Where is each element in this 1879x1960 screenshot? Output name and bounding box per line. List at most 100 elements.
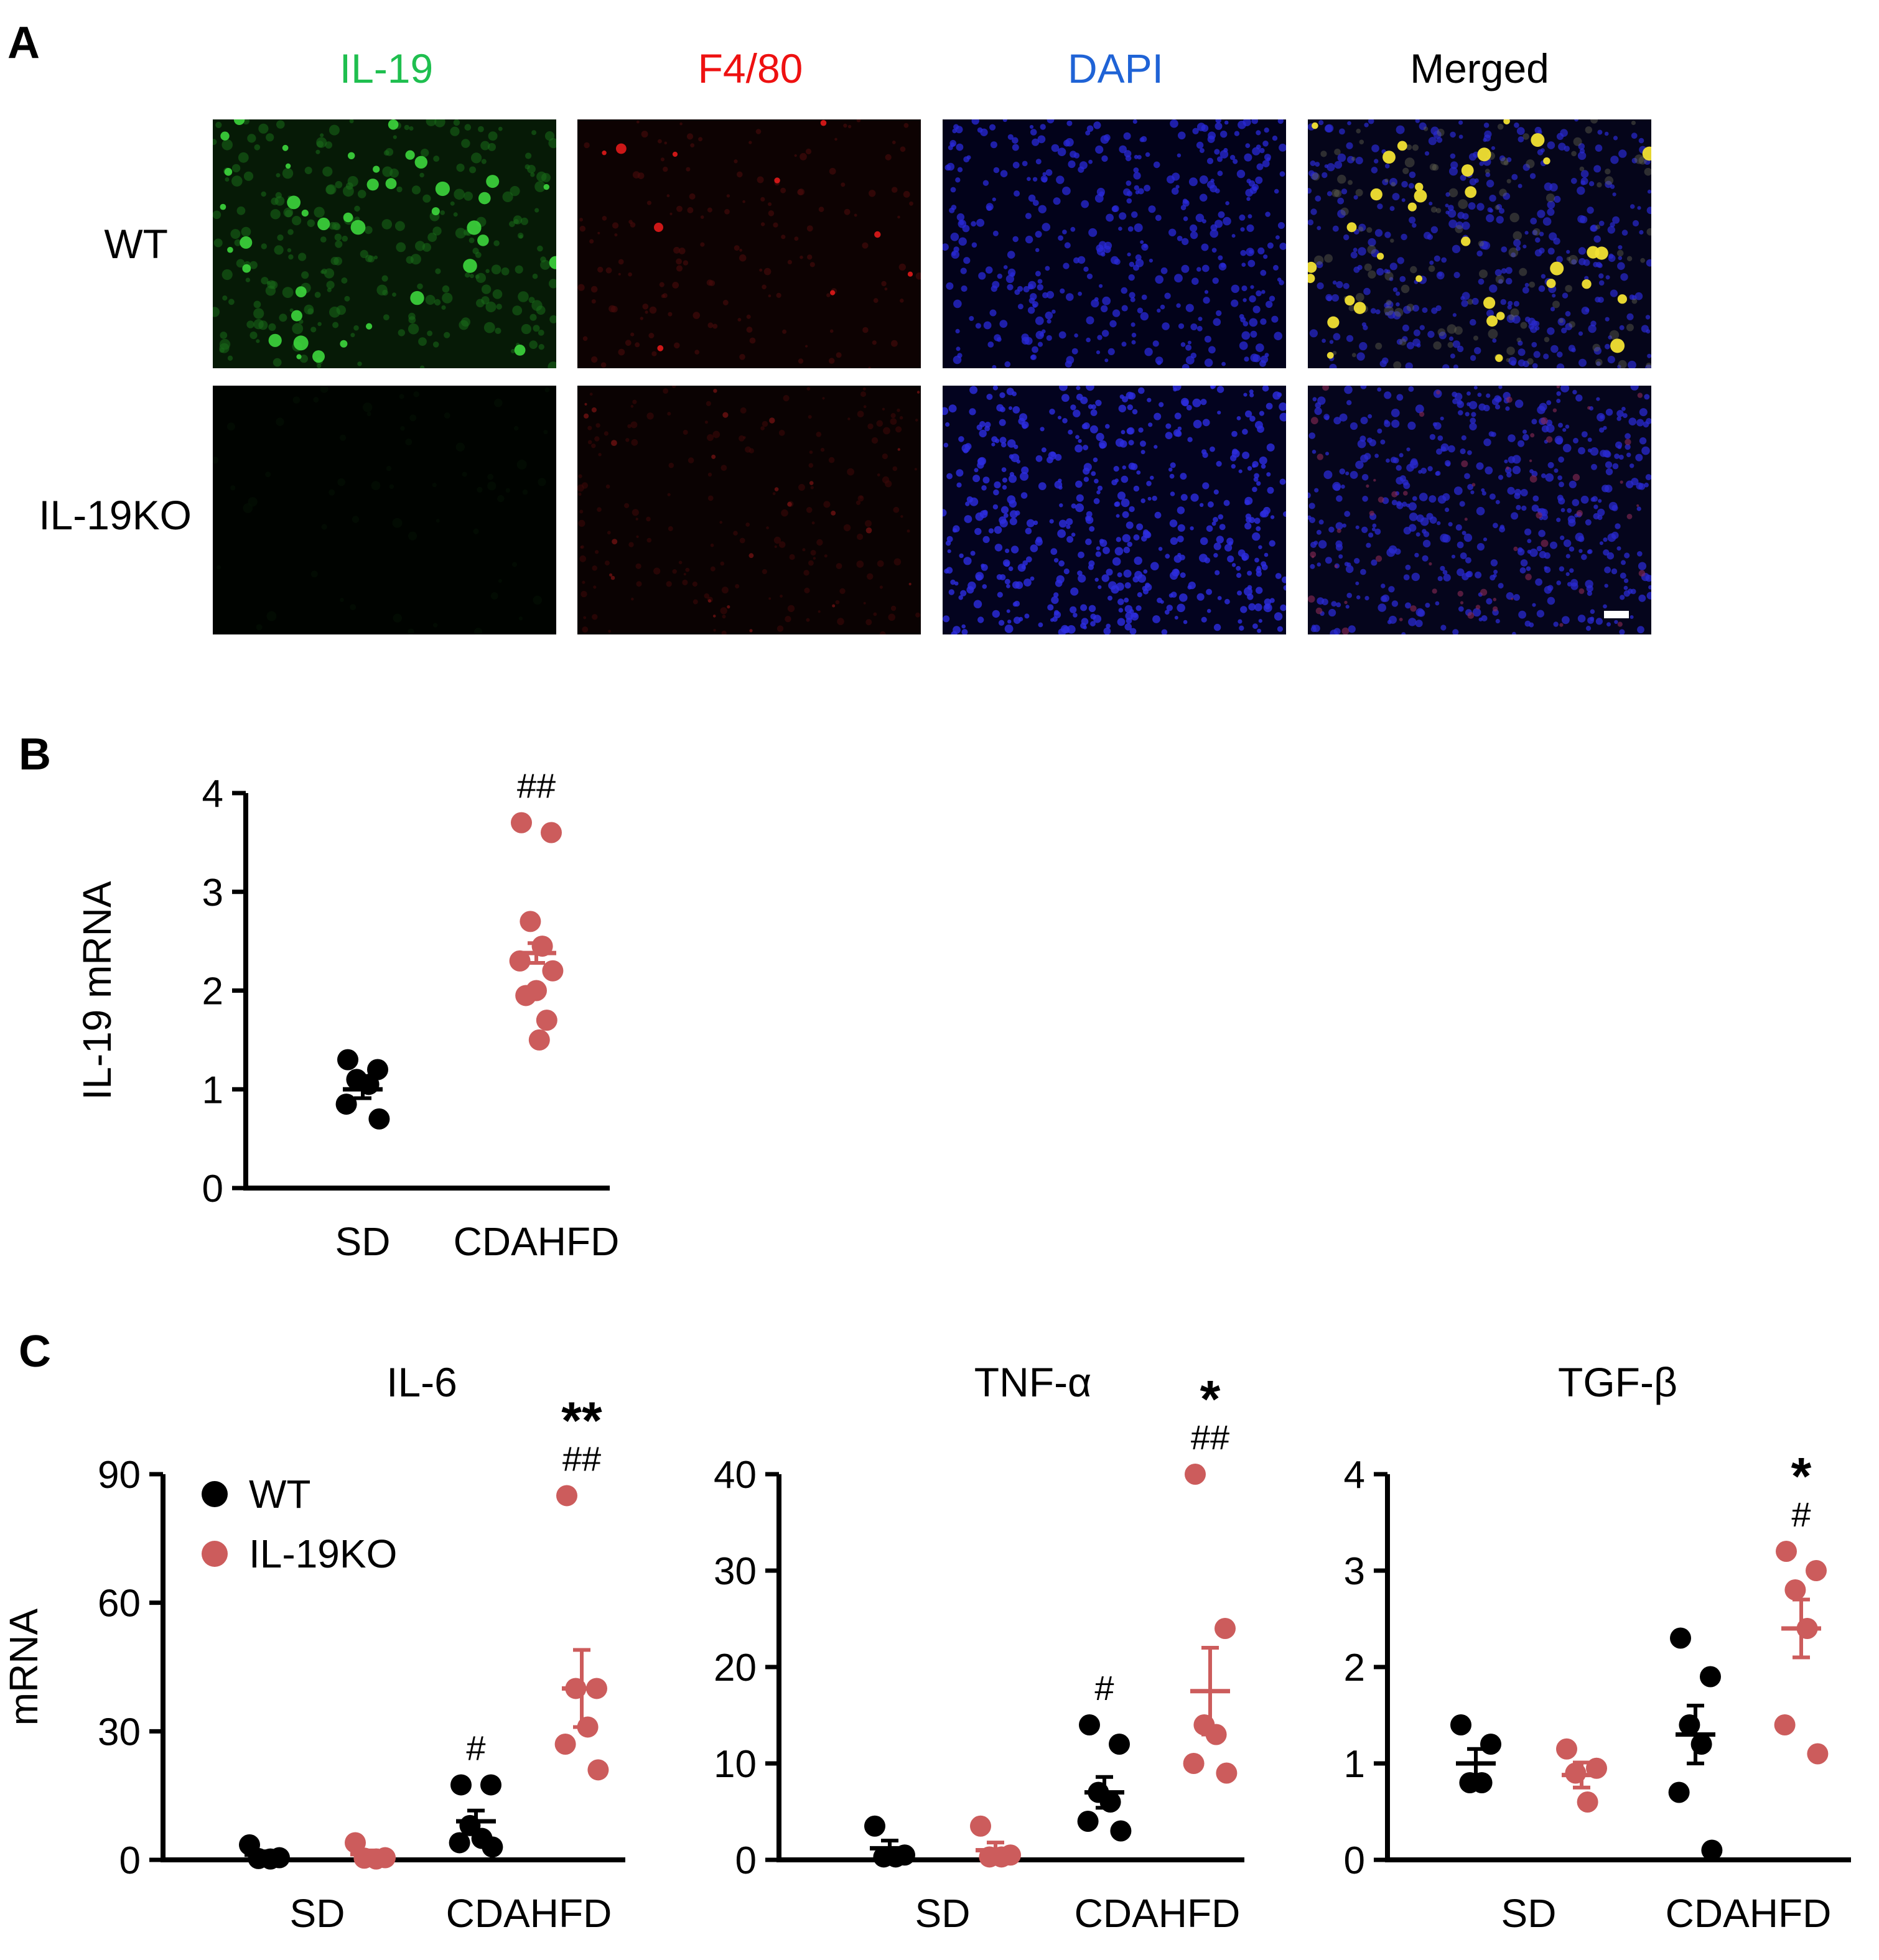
micrograph-cell bbox=[1452, 398, 1458, 404]
micrograph-cell bbox=[1420, 517, 1429, 526]
micrograph-cell bbox=[1227, 555, 1234, 563]
micrograph-cell bbox=[1432, 164, 1439, 171]
micrograph-cell bbox=[1374, 159, 1379, 164]
micrograph-cell bbox=[1308, 274, 1315, 284]
micrograph-cell bbox=[961, 444, 971, 453]
micrograph-cell bbox=[1386, 458, 1390, 463]
micrograph-cell bbox=[1495, 619, 1500, 624]
micrograph-cell bbox=[1062, 626, 1070, 634]
data-point bbox=[1577, 1791, 1598, 1813]
micrograph-cell bbox=[1422, 307, 1428, 314]
micrograph-cell bbox=[549, 315, 556, 323]
micrograph-cell bbox=[1008, 566, 1014, 572]
micrograph-cell bbox=[1266, 157, 1271, 162]
micrograph-cell bbox=[498, 578, 502, 583]
micrograph-cell bbox=[1310, 564, 1315, 569]
micrograph-cell bbox=[1597, 514, 1603, 521]
micrograph-cell bbox=[598, 453, 602, 457]
micrograph-cell bbox=[823, 501, 831, 508]
micrograph-cell bbox=[1604, 131, 1609, 136]
micrograph-cell bbox=[548, 361, 556, 368]
micrograph-cell bbox=[908, 582, 912, 586]
micrograph-cell bbox=[759, 268, 763, 272]
micrograph-cell bbox=[990, 141, 997, 149]
micrograph-cell bbox=[1079, 161, 1088, 170]
micrograph-cell bbox=[1489, 493, 1496, 500]
micrograph-cell bbox=[307, 219, 315, 227]
micrograph-cell bbox=[310, 327, 317, 333]
micrograph-cell bbox=[1263, 254, 1268, 259]
micrograph-cell bbox=[1250, 330, 1257, 338]
micrograph-cell bbox=[1154, 445, 1158, 449]
micrograph-cell bbox=[772, 492, 776, 495]
micrograph-cell bbox=[1541, 417, 1548, 425]
column-title-merged: Merged bbox=[1410, 45, 1549, 91]
micrograph-cell bbox=[1631, 298, 1638, 304]
significance-hash: # bbox=[1791, 1495, 1811, 1534]
micrograph-cell bbox=[1447, 324, 1457, 334]
micrograph-cell bbox=[1572, 389, 1577, 395]
micrograph-cell bbox=[213, 307, 220, 317]
micrograph-cell bbox=[1531, 341, 1537, 348]
micrograph-cell bbox=[749, 629, 753, 633]
micrograph-cell bbox=[1380, 595, 1387, 602]
micrograph-cell bbox=[1347, 156, 1354, 164]
micrograph-cell bbox=[893, 558, 902, 566]
micrograph-cell bbox=[1452, 313, 1457, 317]
data-point bbox=[480, 1774, 501, 1796]
micrograph-cell bbox=[1042, 177, 1048, 183]
micrograph-cell bbox=[1605, 461, 1613, 468]
micrograph-cell bbox=[406, 256, 414, 264]
micrograph-cell bbox=[1101, 574, 1109, 582]
micrograph-cell bbox=[1336, 602, 1341, 608]
micrograph-cell bbox=[1134, 223, 1143, 233]
micrograph-cell bbox=[915, 612, 921, 618]
micrograph-cell bbox=[1160, 304, 1165, 310]
micrograph-cell bbox=[1364, 263, 1372, 271]
micrograph-cell bbox=[1587, 549, 1593, 554]
micrograph-cell bbox=[511, 349, 515, 353]
micrograph-cell bbox=[1068, 160, 1076, 169]
micrograph-cell bbox=[1208, 346, 1216, 354]
micrograph-cell bbox=[293, 335, 309, 351]
micrograph-cell bbox=[969, 386, 978, 394]
micrograph-cell bbox=[283, 207, 294, 218]
micrograph-cell bbox=[1384, 312, 1389, 316]
micrograph-cell bbox=[781, 509, 788, 517]
micrograph-cell bbox=[1508, 456, 1516, 463]
micrograph-cell bbox=[1570, 177, 1577, 184]
micrograph-cell bbox=[1389, 178, 1397, 186]
micrograph-cell bbox=[1255, 343, 1264, 352]
micrograph-cell bbox=[862, 387, 866, 391]
micrograph-cell bbox=[1556, 399, 1561, 403]
micrograph-cell bbox=[1124, 623, 1132, 631]
micrograph-cell bbox=[418, 337, 427, 346]
micrograph-cell bbox=[1344, 562, 1349, 567]
micrograph-cell bbox=[1468, 202, 1476, 210]
micrograph-cell bbox=[1323, 414, 1330, 420]
micrograph-cell bbox=[1432, 588, 1437, 594]
micrograph-cell bbox=[748, 141, 752, 144]
micrograph-cell bbox=[1530, 218, 1537, 225]
micrograph-cell bbox=[1518, 547, 1523, 552]
micrograph-cell bbox=[1040, 124, 1046, 130]
micrograph-cell bbox=[1616, 546, 1621, 551]
micrograph-cell bbox=[475, 274, 480, 279]
micrograph-cell bbox=[1556, 386, 1560, 389]
micrograph-cell bbox=[1483, 438, 1491, 447]
micrograph-cell bbox=[900, 515, 903, 518]
micrograph-cell bbox=[486, 175, 500, 188]
micrograph-cell bbox=[279, 314, 287, 322]
micrograph-cell bbox=[245, 277, 251, 282]
micrograph-cell bbox=[1310, 626, 1317, 633]
micrograph-cell bbox=[1565, 424, 1570, 429]
micrograph-cell bbox=[1042, 172, 1047, 176]
data-point bbox=[1556, 1738, 1577, 1760]
micrograph-cell bbox=[1520, 322, 1527, 329]
micrograph-cell bbox=[604, 560, 610, 566]
micrograph-cell bbox=[1524, 282, 1529, 287]
micrograph-cell bbox=[1360, 569, 1366, 575]
micrograph-cell bbox=[1344, 511, 1351, 518]
micrograph-cell bbox=[1597, 508, 1605, 516]
micrograph-cell bbox=[1221, 361, 1226, 366]
